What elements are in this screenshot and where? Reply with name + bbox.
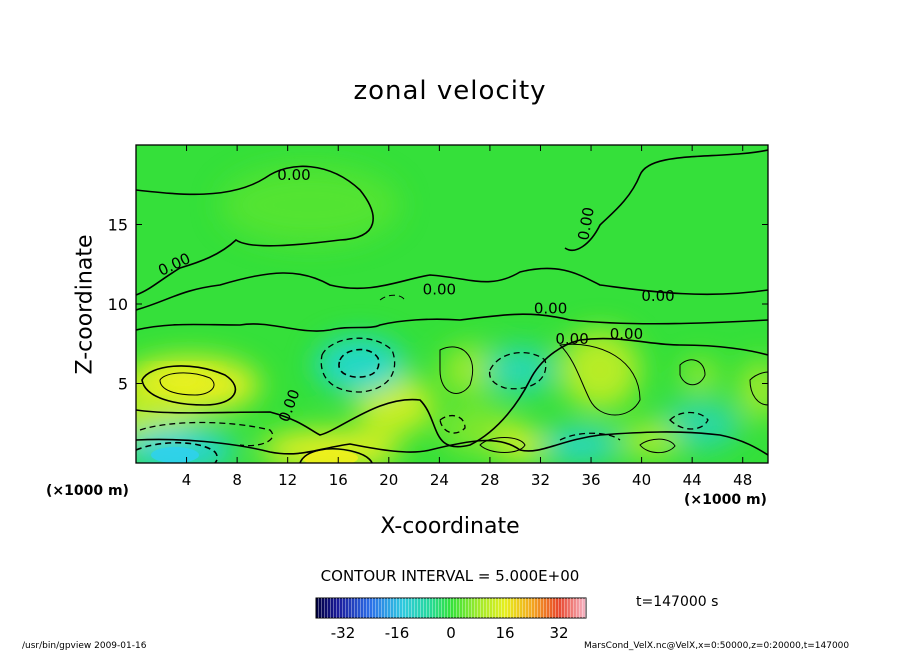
contour-neg5-center <box>320 337 396 393</box>
colorbar-tick-label: 32 <box>549 624 568 642</box>
contour-lines <box>136 149 768 463</box>
contour-pos-edge <box>749 371 768 406</box>
footer-source: MarsCond_VelX.nc@VelX,x=0:50000,z=0:2000… <box>584 641 850 651</box>
contour-pos-bottom3 <box>639 438 676 454</box>
x-tick-label: 16 <box>329 471 348 489</box>
contour-pos-right <box>558 343 641 416</box>
x-tick-label: 44 <box>683 471 702 489</box>
contour-zero-label: 0.00 <box>534 300 567 318</box>
x-tick-label: 8 <box>232 471 242 489</box>
contour-zero-label: 0.00 <box>574 206 598 242</box>
colorbar-ticks: -32 -16 0 16 32 <box>331 624 569 642</box>
x-tick-label: 36 <box>581 471 600 489</box>
contour-pos-center <box>439 346 474 394</box>
colorbar-tick-label: 0 <box>446 624 456 642</box>
x-tick-label: 4 <box>182 471 192 489</box>
x-tick-label: 32 <box>531 471 550 489</box>
contour-interval-label: CONTOUR INTERVAL = 5.000E+00 <box>320 567 580 585</box>
y-tick-label: 15 <box>108 216 128 235</box>
contour-zero-right-top <box>564 149 768 251</box>
time-label: t=147000 s <box>636 594 719 610</box>
contour-neg-mid <box>439 414 466 434</box>
contour-neg-right <box>488 351 547 390</box>
contour-zero-mid <box>136 267 768 311</box>
colorbar-levels <box>316 598 586 618</box>
x-tick-label: 28 <box>480 471 499 489</box>
contour-neg-right3 <box>669 411 709 430</box>
x-tick-label: 40 <box>632 471 651 489</box>
contour-zero-label: 0.00 <box>610 325 643 343</box>
y-tick-label: 10 <box>108 295 128 314</box>
contour-zero-label: 0.00 <box>641 287 674 305</box>
x-tick-label: 24 <box>430 471 449 489</box>
contour-neg-bottom-left2 <box>139 421 274 447</box>
x-tick-label: 20 <box>379 471 398 489</box>
contour-neg-right2 <box>559 432 621 441</box>
contour-zero-label: 0.00 <box>423 280 456 298</box>
contour-pos-bottom-center <box>299 448 373 463</box>
contour-zero-bottom <box>136 431 768 456</box>
contour-neg-upper <box>379 294 406 303</box>
contour-labels: 0.000.000.00 0.000.000.00 0.000.000.00 <box>155 166 674 424</box>
contour-pos-right2 <box>679 359 706 386</box>
colorbar-tick-label: 16 <box>495 624 514 642</box>
y-axis-title: Z-coordinate <box>72 234 98 375</box>
colorbar-tick-label: -16 <box>385 624 410 642</box>
colorbar: -32 -16 0 16 32 <box>315 597 587 642</box>
y-tick-label: 5 <box>118 375 128 394</box>
color-field <box>136 145 768 463</box>
contour-zero-lower <box>136 337 768 448</box>
contour-pos5-left <box>141 365 237 406</box>
x-tick-label: 12 <box>278 471 297 489</box>
contour-zero-label: 0.00 <box>555 330 588 348</box>
x-unit-label-left: (×1000 m) <box>46 483 129 499</box>
footer-program: /usr/bin/gpview 2009-01-16 <box>22 641 147 651</box>
contour-pos-bottom2 <box>479 437 526 453</box>
y-axis: 5 10 15 <box>108 216 768 394</box>
contour-neg-bottom-left <box>136 441 218 463</box>
x-unit-label-right: (×1000 m) <box>684 492 767 508</box>
x-axis-title: X-coordinate <box>380 514 520 539</box>
contour-neg10-center <box>338 348 380 378</box>
contour-zero-top <box>136 165 374 296</box>
x-axis: 4 8 12 16 20 24 28 32 36 40 44 48 <box>182 145 752 489</box>
chart-title: zonal velocity <box>353 76 547 106</box>
contour-zero-label: 0.00 <box>277 166 310 184</box>
colorbar-tick-label: -32 <box>331 624 356 642</box>
x-tick-label: 48 <box>733 471 752 489</box>
negative-contours <box>136 294 709 463</box>
contour-pos10-left <box>159 372 215 396</box>
contour-zero-mid2 <box>136 313 768 332</box>
